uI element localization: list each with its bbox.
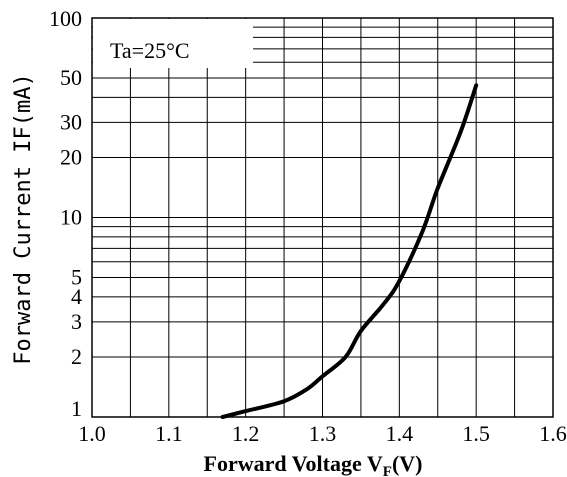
x-tick-label: 1.4 — [386, 421, 414, 446]
y-tick-label: 30 — [60, 109, 82, 134]
x-tick-label: 1.6 — [539, 421, 567, 446]
x-axis-label-subscript: F — [383, 464, 392, 477]
annotation-layer: Ta=25°C — [93, 19, 253, 68]
y-tick-label: 100 — [49, 6, 82, 31]
x-tick-label: 1.0 — [78, 421, 106, 446]
x-tick-label: 1.1 — [155, 421, 183, 446]
y-tick-label: 20 — [60, 144, 82, 169]
y-tick-label: 2 — [71, 344, 82, 369]
series-group — [220, 83, 479, 419]
x-tick-label: 1.3 — [309, 421, 337, 446]
tick-labels: 1.0 1.1 1.2 1.3 1.4 1.5 1.6 1 2 345 10 20 30 50 100 — [49, 6, 567, 446]
plot-frame — [91, 17, 554, 418]
x-tick-label: 1.2 — [232, 421, 260, 446]
axis-titles: Forward Voltage VF(V) Forward Current IF… — [11, 73, 422, 477]
y-tick-label: 50 — [60, 65, 82, 90]
x-axis-label: Forward Voltage VF(V) — [204, 451, 423, 477]
y-tick-label: 3 — [71, 309, 82, 334]
y-tick-label: 10 — [60, 205, 82, 230]
temperature-annotation: Ta=25°C — [110, 38, 190, 63]
plot-border — [91, 17, 554, 418]
grid — [92, 18, 553, 417]
y-axis-label: Forward Current IF(mA) — [11, 73, 36, 364]
series-line-0 — [220, 83, 479, 419]
y-tick-label: 5 — [71, 265, 82, 290]
x-tick-label: 1.5 — [462, 421, 490, 446]
y-tick-label: 1 — [71, 396, 82, 421]
y-tick-label: 4 — [71, 284, 82, 309]
annotation-box — [93, 19, 253, 68]
